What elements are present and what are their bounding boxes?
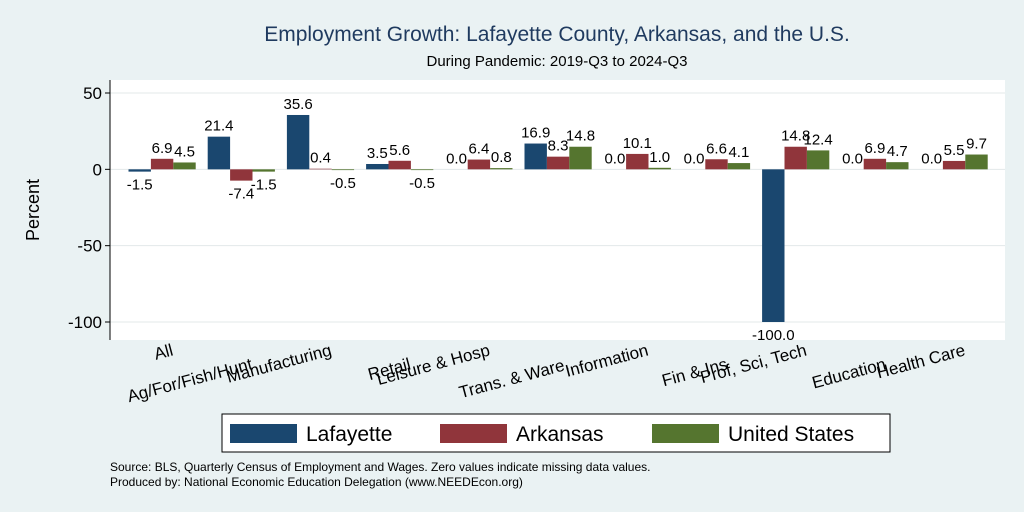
data-label: -0.5: [409, 175, 435, 192]
data-label: 3.5: [367, 145, 388, 162]
legend-label: United States: [728, 423, 854, 446]
legend-swatch-lafayette: [230, 424, 297, 443]
bar-lafayette: [128, 169, 151, 172]
bar-arkansas: [863, 158, 887, 170]
bar-arkansas: [942, 160, 966, 170]
data-label: 6.4: [468, 141, 489, 158]
bar-united-states: [886, 162, 909, 170]
data-label: -100.0: [752, 327, 795, 344]
data-label: -1.5: [127, 177, 153, 194]
data-label: 10.1: [623, 135, 652, 152]
data-label: 6.6: [706, 140, 727, 157]
y-axis-label: Percent: [23, 179, 43, 241]
data-label: -7.4: [228, 186, 254, 203]
bar-united-states: [252, 169, 275, 172]
bar-lafayette: [207, 136, 231, 170]
bar-united-states: [410, 169, 434, 171]
y-tick-label: -50: [77, 237, 102, 256]
bar-lafayette: [366, 163, 389, 170]
x-tick-label: Manufacturing: [225, 341, 334, 387]
legend-box: [221, 413, 891, 453]
data-label: 6.9: [864, 140, 885, 157]
bar-lafayette: [762, 169, 785, 322]
legend-swatch-united-states: [652, 424, 719, 443]
data-label: 8.3: [548, 138, 569, 155]
y-tick-label: 50: [83, 84, 102, 103]
source-note: Source: BLS, Quarterly Census of Employm…: [110, 460, 651, 474]
data-label: -0.5: [330, 175, 356, 192]
bar-arkansas: [230, 169, 253, 181]
bar-arkansas: [467, 159, 491, 170]
legend-label: Lafayette: [306, 423, 392, 446]
bar-united-states: [569, 146, 592, 170]
data-label: 35.6: [283, 96, 312, 113]
data-label: 0.0: [921, 150, 942, 167]
data-label: 0.0: [604, 150, 625, 167]
data-label: 1.0: [649, 149, 670, 166]
legend-swatch-arkansas: [440, 424, 507, 443]
data-label: 4.1: [728, 144, 749, 161]
data-label: 0.0: [446, 150, 467, 167]
legend-label: Arkansas: [516, 423, 604, 446]
data-label: 5.6: [389, 142, 410, 159]
data-label: 5.5: [944, 142, 965, 159]
bar-arkansas: [309, 168, 332, 170]
data-label: 4.5: [174, 143, 195, 160]
x-tick-label: Prof, Sci, Tech: [698, 341, 808, 388]
producer-note: Produced by: National Economic Education…: [110, 475, 523, 489]
data-label: 0.0: [842, 150, 863, 167]
data-label: 6.9: [152, 140, 173, 157]
plot-area: [110, 80, 1005, 340]
y-tick-label: -100: [68, 313, 102, 332]
data-label: 16.9: [521, 125, 550, 142]
bar-arkansas: [626, 153, 649, 170]
bar-arkansas: [150, 158, 174, 170]
bar-lafayette: [524, 143, 547, 170]
data-label: 0.8: [491, 149, 512, 166]
bar-arkansas: [705, 159, 728, 170]
bar-united-states: [648, 167, 671, 170]
bar-arkansas: [784, 146, 807, 170]
data-label: 21.4: [204, 118, 233, 135]
bar-united-states: [806, 150, 830, 170]
bar-united-states: [173, 162, 196, 170]
bar-united-states: [965, 154, 988, 170]
x-tick-label: All: [152, 341, 175, 364]
x-tick-label: Information: [563, 341, 650, 381]
data-label: -1.5: [251, 177, 277, 194]
data-label: 4.7: [887, 143, 908, 160]
data-label: 14.8: [781, 128, 810, 145]
data-label: 0.0: [684, 150, 705, 167]
data-label: 0.4: [310, 150, 331, 167]
bar-arkansas: [546, 156, 570, 170]
data-label: 14.8: [566, 128, 595, 145]
chart-subtitle: During Pandemic: 2019-Q3 to 2024-Q3: [427, 53, 688, 70]
data-label: 12.4: [803, 131, 832, 148]
bar-united-states: [331, 169, 355, 171]
bar-arkansas: [388, 160, 411, 170]
x-tick-label: Health Care: [875, 341, 968, 383]
bar-united-states: [490, 168, 513, 170]
bar-lafayette: [286, 114, 310, 170]
y-tick-label: 0: [93, 160, 102, 179]
chart-title: Employment Growth: Lafayette County, Ark…: [264, 23, 850, 46]
bar-united-states: [727, 163, 751, 170]
data-label: 9.7: [966, 136, 987, 153]
